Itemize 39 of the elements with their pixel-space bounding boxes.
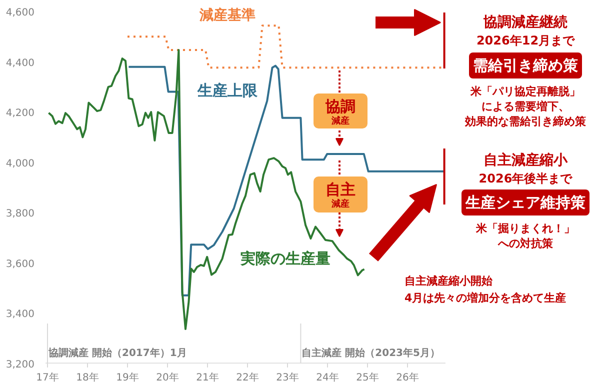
ref-line-label: 協調減産 開始（2017年）1月 <box>48 347 187 359</box>
x-tick-label: 20年 <box>156 372 179 384</box>
x-tick-label: 23年 <box>276 372 299 384</box>
text: 需給引き締め策 <box>473 56 579 74</box>
y-tick-label: 3,600 <box>6 258 35 270</box>
text: 協調減産継続 <box>482 14 568 30</box>
text: による需要増下、 <box>482 100 570 113</box>
y-tick-label: 4,600 <box>6 8 35 18</box>
annotation: 自主減産縮小開始 4月は先々の増加分を含めて生産 <box>404 274 566 304</box>
annotation: 減産 <box>330 116 350 126</box>
annotation: 減産 <box>330 198 350 210</box>
x-tick-label: 21年 <box>196 372 219 384</box>
y-tick-label: 3,400 <box>6 309 35 320</box>
annotation: 自主 <box>326 180 356 198</box>
y-tick-label: 3,200 <box>6 360 35 370</box>
annotation: 協調 <box>324 98 356 116</box>
text: 効果的な需給引き締め策 <box>464 115 587 128</box>
text: 生産シェア維持策 <box>464 194 586 212</box>
x-tick-label: 26年 <box>396 372 419 384</box>
x-tick-label: 22年 <box>236 372 259 384</box>
x-tick-label: 24年 <box>316 372 339 384</box>
text: 米「パリ協定再離脱」 <box>470 85 580 98</box>
x-tick-label: 19年 <box>116 372 139 384</box>
x-tick-label: 25年 <box>356 372 379 384</box>
x-tick-label: 17年 <box>36 372 59 384</box>
text: 2026年12月まで <box>476 34 576 48</box>
series-label: 実際の生産量 <box>240 250 330 268</box>
y-tick-label: 4,200 <box>6 108 35 120</box>
series-label: 生産上限 <box>196 82 258 100</box>
y-tick-label: 4,400 <box>6 58 35 69</box>
series-label: 減産基準 <box>198 6 256 24</box>
y-tick-label: 3,800 <box>6 208 35 220</box>
text: への対抗策 <box>497 237 554 250</box>
text: 米「掘りまくれ！」 <box>475 222 575 235</box>
x-tick-label: 18年 <box>76 372 99 384</box>
y-tick-label: 4,000 <box>6 158 35 170</box>
ref-line-label: 自主減産 開始（2023年5月） <box>302 347 440 359</box>
text: 2026年後半まで <box>478 172 574 186</box>
text: 自主減産縮小 <box>484 152 568 168</box>
